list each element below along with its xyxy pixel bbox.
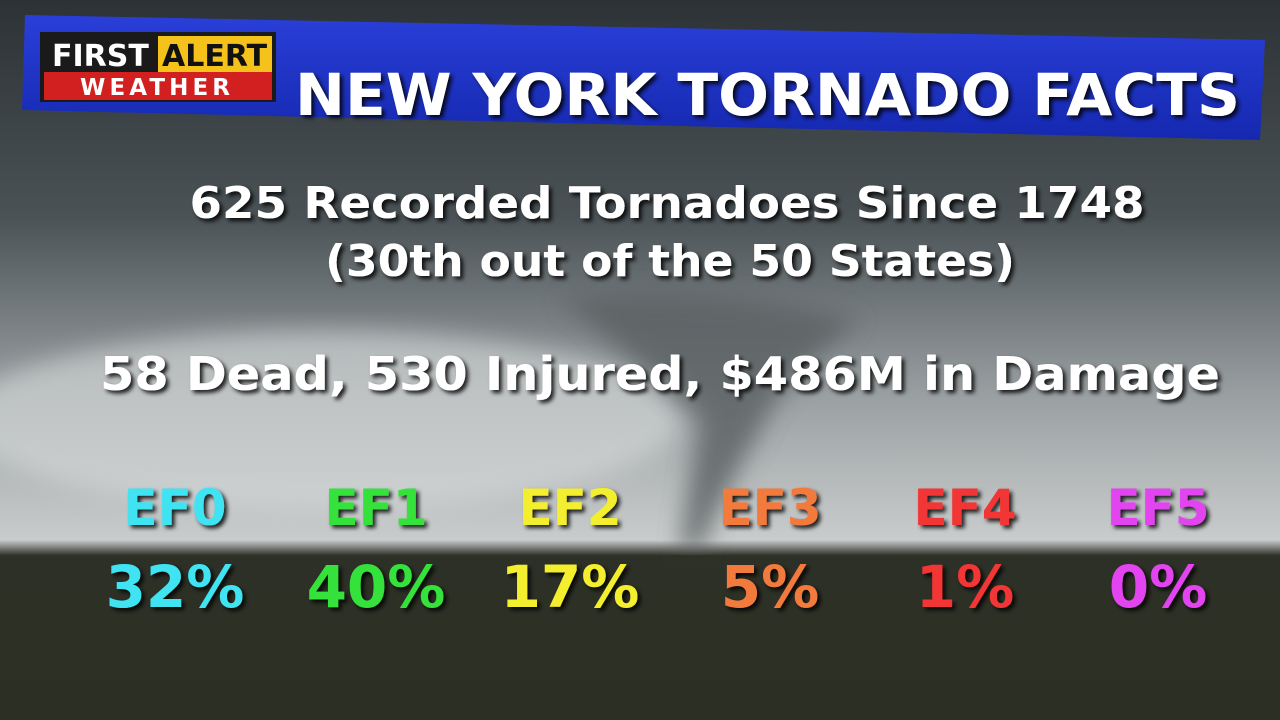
fact-line: (30th out of the 50 States) [325,236,1015,287]
logo-first: FIRST [52,39,149,74]
rating-share: 5% [721,553,819,621]
cloud [0,330,680,510]
banner [22,15,1265,140]
title: NEW YORK TORNADO FACTS [295,61,1240,129]
rating-label: EF3 [718,479,821,537]
logo-alert: ALERT [162,39,268,74]
logo-alert-box [158,36,272,72]
logo-weather: WEATHER [80,75,230,101]
funnel [560,293,860,550]
logo-weather-box [44,72,272,100]
fact-line: 58 Dead, 530 Injured, $486M in Damage [100,347,1220,401]
fact-line: 625 Recorded Tornadoes Since 1748 [190,178,1145,229]
rating-share: 0% [1109,553,1207,621]
ratings: EF0 32% EF1 40% EF2 17% EF3 5% EF4 1% EF5 0% [106,479,1210,621]
rating-share: 17% [501,553,640,621]
rating-label: EF2 [518,479,621,537]
rating-label: EF1 [324,479,427,537]
rating-share: 40% [307,553,446,621]
rating-label: EF5 [1106,479,1209,537]
rating-share: 32% [106,553,245,621]
ground [0,555,1280,720]
rating-label: EF0 [123,479,226,537]
rating-share: 1% [916,553,1014,621]
rating-label: EF4 [913,479,1016,537]
